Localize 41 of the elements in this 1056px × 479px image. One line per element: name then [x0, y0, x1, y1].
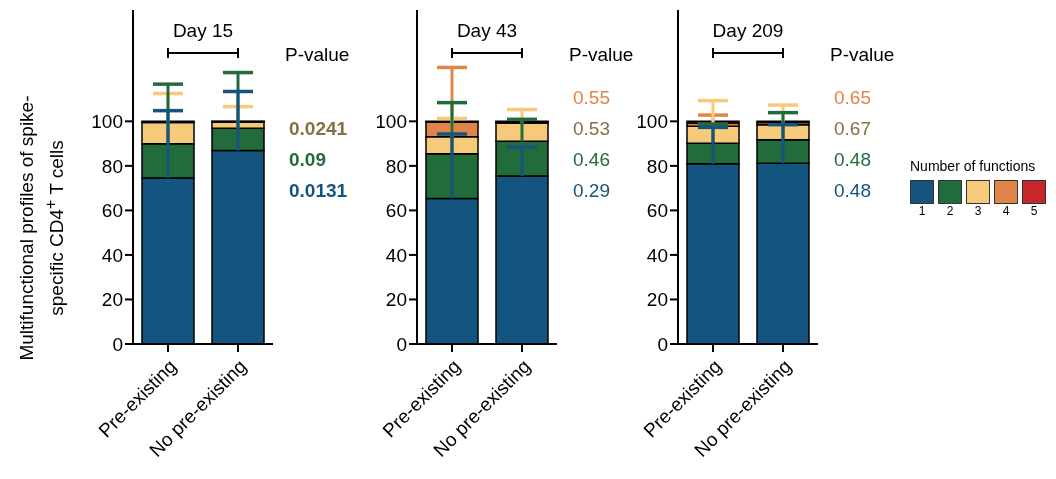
text: 0.48 — [834, 180, 871, 202]
text: 0.0241 — [289, 118, 348, 140]
y-tick-label: 80 — [385, 155, 407, 177]
legend-label: 2 — [946, 204, 954, 218]
text: 0.55 — [573, 87, 610, 109]
text: Day 209 — [711, 20, 785, 42]
y-tick-label: 100 — [636, 111, 668, 133]
text: 0.29 — [573, 180, 610, 202]
y-tick-label: 60 — [101, 200, 123, 222]
y-tick-label: 0 — [396, 333, 407, 355]
legend-label: 1 — [918, 204, 926, 218]
y-tick-label: 20 — [646, 289, 668, 311]
text: 0.0131 — [289, 180, 348, 202]
y-tick-label: 0 — [657, 333, 668, 355]
text: 0.67 — [834, 118, 871, 140]
y-tick-label: 20 — [101, 289, 123, 311]
text: P-value — [285, 44, 350, 66]
text: 0.48 — [834, 149, 871, 171]
text: 0.53 — [573, 118, 610, 140]
y-tick-label: 40 — [646, 244, 668, 266]
legend-label: 4 — [1002, 204, 1010, 218]
y-tick-label: 40 — [385, 244, 407, 266]
y-tick-label: 20 — [385, 289, 407, 311]
y-tick-label: 60 — [646, 200, 668, 222]
text: P-value — [569, 44, 634, 66]
text: P-value — [830, 44, 895, 66]
y-tick-label: 60 — [385, 200, 407, 222]
text: Day 43 — [455, 20, 519, 42]
y-tick-label: 0 — [112, 333, 123, 355]
y-tick-label: 80 — [101, 155, 123, 177]
y-tick-label: 40 — [101, 244, 123, 266]
text: Day 15 — [171, 20, 235, 42]
text: 0.65 — [834, 87, 871, 109]
legend-label: 3 — [974, 204, 982, 218]
y-tick-label: 100 — [91, 111, 123, 133]
y-tick-label: 100 — [375, 111, 407, 133]
legend-title: Number of functions — [910, 158, 1037, 174]
legend-label: 5 — [1030, 204, 1038, 218]
y-tick-label: 80 — [646, 155, 668, 177]
text: 0.46 — [573, 149, 610, 171]
text: 0.09 — [289, 149, 326, 171]
